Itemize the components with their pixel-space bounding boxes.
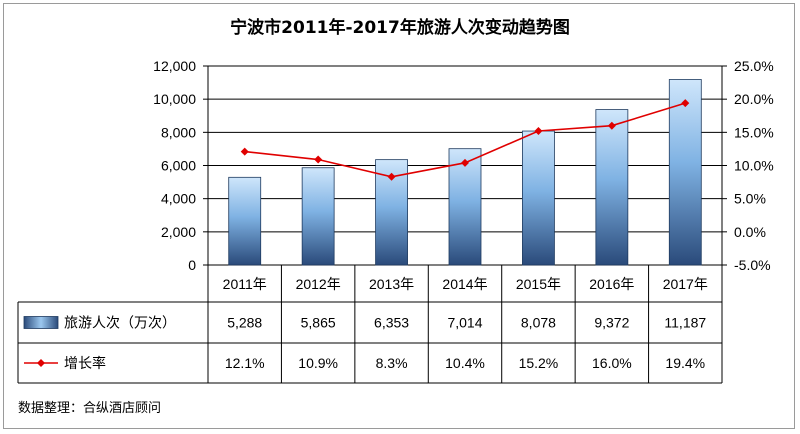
left-axis-tick-label: 10,000	[153, 91, 196, 107]
legend-bar-label: 旅游人次（万次）	[64, 316, 176, 332]
right-axis-tick-label: 25.0%	[734, 58, 774, 74]
x-axis-category-label: 2015年	[516, 276, 561, 292]
right-axis-tick-label: 5.0%	[734, 191, 766, 207]
x-axis-category-label: 2014年	[442, 276, 487, 292]
data-label-growth: 10.9%	[298, 355, 338, 371]
data-label-bar: 6,353	[374, 315, 409, 331]
data-label-bar: 11,187	[664, 315, 706, 331]
source-note: 数据整理：合纵酒店顾问	[18, 401, 161, 416]
x-axis-category-label: 2017年	[663, 276, 708, 292]
bar	[668, 79, 702, 266]
right-axis-tick-label: 15.0%	[734, 124, 774, 140]
left-axis-tick-label: 8,000	[161, 124, 196, 140]
growth-point	[240, 147, 249, 156]
gridlines	[208, 65, 722, 266]
growth-point	[534, 127, 543, 136]
growth-line-series	[240, 99, 690, 181]
right-axis-tick-label: -5.0%	[734, 257, 771, 273]
x-axis-category-label: 2013年	[369, 276, 414, 292]
bar	[301, 167, 335, 266]
data-label-bar: 7,014	[447, 315, 482, 331]
left-axis-tick-label: 12,000	[153, 58, 196, 74]
bar	[228, 176, 262, 266]
growth-point	[387, 172, 396, 181]
growth-point	[607, 121, 616, 130]
bar-series	[228, 79, 702, 266]
data-table: 2011年 2012年 2013年 2014年 2015年 2016年 2017年旅游人次（…	[17, 265, 723, 384]
legend-line-marker	[37, 359, 45, 367]
left-axis-tick-label: 6,000	[161, 158, 196, 174]
left-axis: 0 2,000 4,000 6,000 8,000 10,000 12,000	[153, 58, 209, 273]
x-axis-category-label: 2016年	[589, 276, 634, 292]
chart-title: 宁波市2011年-2017年旅游人次变动趋势图	[230, 17, 570, 38]
data-label-bar: 5,288	[227, 315, 262, 331]
growth-point	[461, 158, 469, 167]
growth-point	[681, 99, 690, 108]
right-axis-tick-label: 20.0%	[734, 91, 774, 107]
data-label-growth: 15.2%	[519, 355, 559, 371]
x-axis-category-label: 2012年	[296, 276, 341, 292]
growth-point	[314, 155, 323, 164]
data-label-bar: 5,865	[301, 315, 336, 331]
data-label-bar: 8,078	[521, 315, 556, 331]
data-label-growth: 10.4%	[445, 355, 485, 371]
data-label-growth: 19.4%	[665, 355, 705, 371]
data-label-bar: 9,372	[594, 315, 629, 331]
legend-line-label: 增长率	[64, 355, 106, 372]
data-label-growth: 8.3%	[376, 355, 408, 371]
right-axis: -5.0% 0.0% 5.0% 10.0% 15.0% 20.0% 25.0%	[721, 58, 774, 273]
data-label-growth: 16.0%	[592, 355, 632, 371]
bar	[595, 109, 629, 266]
left-axis-tick-label: 2,000	[161, 224, 196, 240]
x-axis-category-label: 2011年	[223, 276, 267, 292]
left-axis-tick-label: 4,000	[161, 191, 196, 207]
legend-bar-swatch	[23, 316, 59, 329]
right-axis-tick-label: 10.0%	[734, 158, 774, 174]
data-label-growth: 12.1%	[225, 355, 265, 371]
bar	[448, 148, 482, 266]
bar	[522, 130, 555, 266]
left-axis-tick-label: 0	[188, 257, 196, 273]
chart-frame	[3, 3, 795, 429]
right-axis-tick-label: 0.0%	[734, 224, 766, 240]
